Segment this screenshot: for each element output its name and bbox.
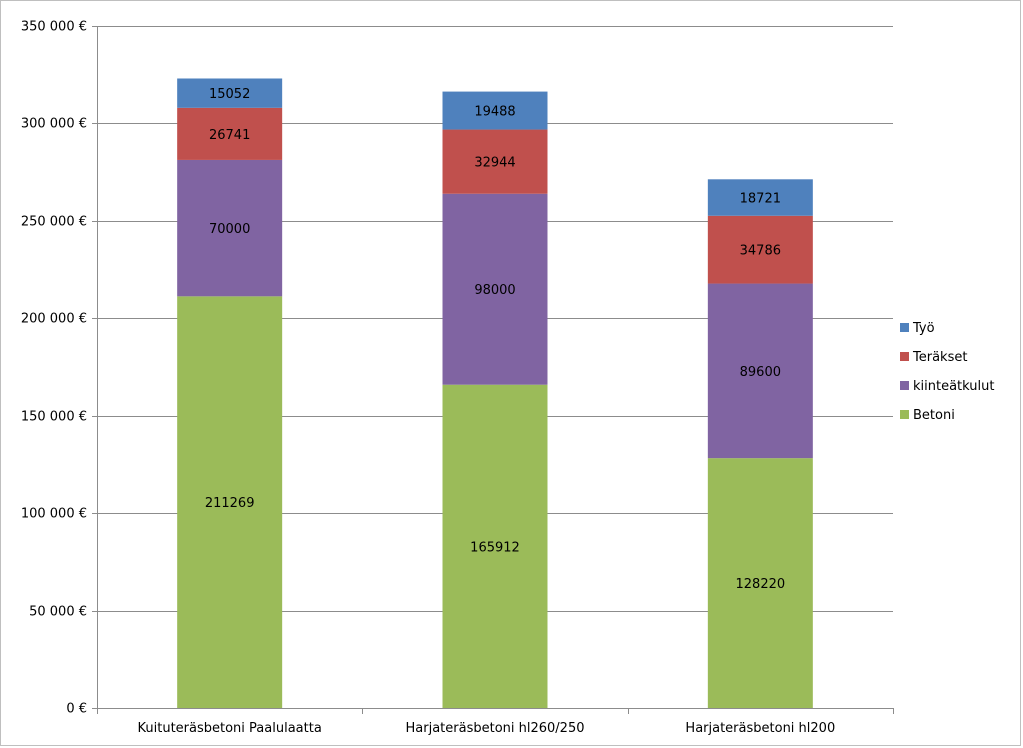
bar-segment: [707, 179, 813, 216]
data-label: 32944: [474, 156, 515, 171]
y-tick-label: 50 000 €: [29, 605, 87, 620]
y-tick-label: 100 000 €: [21, 507, 87, 522]
data-label: 165912: [470, 540, 520, 555]
data-label: 26741: [209, 128, 250, 143]
data-label: 98000: [474, 283, 515, 298]
bar-segment: [707, 215, 813, 284]
y-tick-label: 150 000 €: [21, 410, 87, 425]
bar-segment: [442, 91, 548, 130]
legend: Työ Teräkset kiinteätkulut Betoni: [900, 321, 994, 423]
y-tick-label: 200 000 €: [21, 312, 87, 327]
data-label: 34786: [740, 244, 781, 259]
y-tick-label: 300 000 €: [21, 117, 87, 132]
bar-segment: [177, 159, 283, 297]
legend-label: Betoni: [913, 408, 955, 423]
data-label: 89600: [740, 365, 781, 380]
bar-segment: [442, 129, 548, 194]
bar-segment: [177, 78, 283, 108]
bar-segment: [707, 458, 813, 708]
legend-label: Työ: [912, 321, 935, 336]
legend-swatch: [900, 323, 909, 332]
data-label: 70000: [209, 222, 250, 237]
legend-swatch: [900, 381, 909, 390]
legend-swatch: [900, 410, 909, 419]
data-label: 15052: [209, 87, 250, 102]
bar-segment: [707, 283, 813, 459]
y-tick-label: 0 €: [66, 702, 87, 717]
bar-segment: [442, 384, 548, 708]
legend-label: Teräkset: [912, 350, 967, 365]
y-tick-label: 350 000 €: [21, 20, 87, 35]
x-tick-label: Harjateräsbetoni hl260/250: [406, 721, 585, 736]
bar-segment: [442, 193, 548, 385]
legend-label: kiinteätkulut: [913, 379, 994, 394]
data-label: 128220: [736, 577, 786, 592]
x-tick-label: Harjateräsbetoni hl200: [685, 721, 835, 736]
y-tick-label: 250 000 €: [21, 215, 87, 230]
legend-swatch: [900, 352, 909, 361]
data-label: 19488: [474, 105, 515, 120]
labels: 0 € 50 000 € 100 000 € 150 000 € 200 000 € 25…: [21, 20, 835, 737]
data-label: 18721: [740, 192, 781, 207]
x-tick-label: Kuituteräsbetoni Paalulaatta: [138, 721, 322, 736]
bar-segment: [177, 296, 283, 708]
bar-segment: [177, 107, 283, 160]
bars: [177, 78, 813, 708]
axes: [92, 26, 894, 714]
data-label: 211269: [205, 496, 255, 511]
